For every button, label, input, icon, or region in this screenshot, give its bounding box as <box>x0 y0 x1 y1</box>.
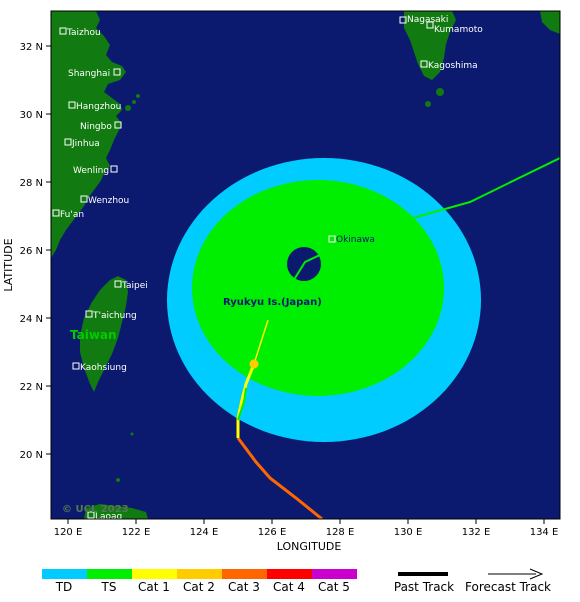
city-marker-kagoshima: Kagoshima <box>420 60 478 71</box>
city-label-wenling: Wenling <box>73 166 109 176</box>
legend-swatch-cat5 <box>312 569 357 579</box>
city-marker-okinawa: Okinawa <box>328 235 375 245</box>
lon-tick-120: 120 E <box>54 527 83 538</box>
lon-axis: 120 E 122 E 124 E 126 E 128 E 130 E 132 … <box>54 519 559 538</box>
city-marker-taipei: Taipei <box>114 280 148 291</box>
city-label-ningbo: Ningbo <box>80 122 112 132</box>
city-marker-laoag: Laoag <box>87 511 122 522</box>
lat-tick-30: 30 N <box>20 110 43 121</box>
city-label-laoag: Laoag <box>95 512 122 522</box>
track-legend: Past Track Forecast Track <box>394 568 551 594</box>
lat-tick-22: 22 N <box>20 382 43 393</box>
forecast-track-cat1 <box>253 319 269 365</box>
batanes-island <box>130 432 134 436</box>
city-marker-kaohsiung: Kaohsiung <box>72 362 127 373</box>
city-label-kumamoto: Kumamoto <box>434 25 483 35</box>
legend-swatch-cat2 <box>177 569 222 579</box>
city-marker-kumamoto: Kumamoto <box>426 21 483 35</box>
city-marker-ningbo: Ningbo <box>80 121 122 132</box>
past-track-cat1 <box>236 363 256 438</box>
city-label-shanghai: Shanghai <box>68 69 110 79</box>
lat-tick-24: 24 N <box>20 314 43 325</box>
yakushima-island <box>425 101 431 107</box>
legend-label-cat3: Cat 3 <box>228 580 260 594</box>
city-marker-nagasaki: Nagasaki <box>399 15 448 25</box>
past-track-cat3 <box>236 437 323 519</box>
y-axis-title: LATITUDE <box>2 238 15 291</box>
city-label-wenzhou: Wenzhou <box>88 196 129 206</box>
zhoushan-island-3 <box>136 94 140 98</box>
zhoushan-island-1 <box>125 105 131 111</box>
legend-label-cat1: Cat 1 <box>138 580 170 594</box>
city-marker-wenling: Wenling <box>73 165 118 176</box>
zhoushan-island-2 <box>132 100 136 104</box>
city-marker-jinhua: Jinhua <box>64 138 100 149</box>
current-storm-position <box>249 359 259 369</box>
legend-label-cat2: Cat 2 <box>183 580 215 594</box>
lat-tick-26: 26 N <box>20 246 43 257</box>
past-track-label: Past Track <box>394 580 454 594</box>
city-label-jinhua: Jinhua <box>71 139 100 149</box>
legend-swatch-cat3 <box>222 569 267 579</box>
legend-label-cat4: Cat 4 <box>273 580 305 594</box>
honshu-island <box>540 11 560 34</box>
taiwan-island <box>80 276 128 392</box>
city-label-taipei: Taipei <box>121 281 148 291</box>
city-label-kagoshima: Kagoshima <box>428 61 478 71</box>
tanegashima-island <box>436 88 444 96</box>
city-marker-taichung: T'aichung <box>85 310 137 321</box>
city-marker-taizhou: Taizhou <box>59 27 101 38</box>
x-axis-title: LONGITUDE <box>277 540 342 553</box>
wind-radius-ts <box>192 180 444 396</box>
lon-tick-132: 132 E <box>462 527 491 538</box>
lon-tick-122: 122 E <box>122 527 151 538</box>
lon-tick-124: 124 E <box>190 527 219 538</box>
past-track-ts-1 <box>237 387 247 421</box>
category-legend: TD TS Cat 1 Cat 2 Cat 3 Cat 4 Cat 5 <box>42 569 357 594</box>
kyushu-island <box>404 11 456 80</box>
legend-label-td: TD <box>55 580 73 594</box>
region-label-ryukyu: Ryukyu Is.(Japan) <box>223 297 322 308</box>
forecast-track-ts <box>253 157 560 365</box>
city-marker-shanghai: Shanghai <box>68 68 121 79</box>
copyright-text: © UCL 2023 <box>62 504 129 515</box>
legend-swatch-cat1 <box>132 569 177 579</box>
legend-swatch-cat4 <box>267 569 312 579</box>
lon-tick-126: 126 E <box>258 527 287 538</box>
city-marker-hangzhou: Hangzhou <box>68 101 121 112</box>
lon-tick-134: 134 E <box>530 527 559 538</box>
forecast-track-label: Forecast Track <box>465 580 551 594</box>
legend-swatch-td <box>42 569 87 579</box>
city-label-nagasaki: Nagasaki <box>407 15 448 25</box>
forecast-arrow-icon <box>529 568 544 580</box>
city-label-kaohsiung: Kaohsiung <box>80 363 127 373</box>
china-mainland <box>51 11 126 258</box>
legend-label-ts: TS <box>101 580 117 594</box>
city-label-okinawa: Okinawa <box>336 235 375 245</box>
plot-frame <box>50 10 561 520</box>
legend-swatch-ts <box>87 569 132 579</box>
lat-tick-32: 32 N <box>20 42 43 53</box>
city-label-taizhou: Taizhou <box>66 28 101 38</box>
city-marker-wenzhou: Wenzhou <box>80 195 129 206</box>
legend-label-cat5: Cat 5 <box>318 580 350 594</box>
lat-tick-20: 20 N <box>20 450 43 461</box>
city-marker-fuan: Fu'an <box>52 209 84 220</box>
lon-tick-130: 130 E <box>394 527 423 538</box>
lat-tick-28: 28 N <box>20 178 43 189</box>
city-label-fuan: Fu'an <box>60 210 84 220</box>
city-label-hangzhou: Hangzhou <box>76 102 121 112</box>
region-label-taiwan: Taiwan <box>70 328 117 342</box>
babuyan-island <box>116 478 120 482</box>
luzon-island <box>84 504 148 519</box>
city-label-taichung: T'aichung <box>92 311 137 321</box>
lat-axis: 32 N 30 N 28 N 26 N 24 N 22 N 20 N <box>20 42 51 461</box>
lon-tick-128: 128 E <box>326 527 355 538</box>
